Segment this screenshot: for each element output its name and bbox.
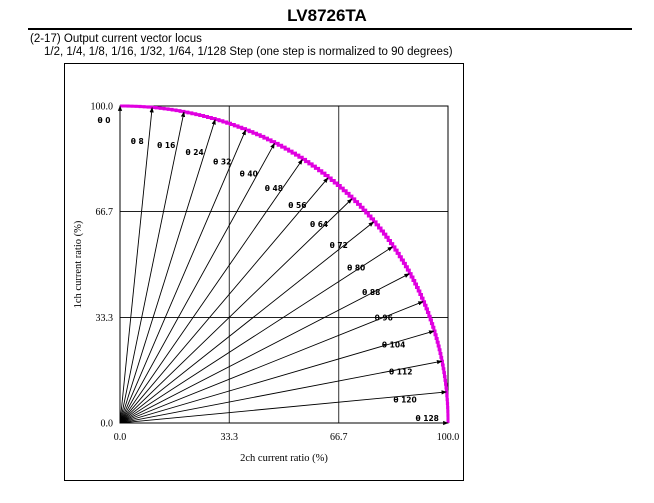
vector-angle-label: θ 40 [240,170,258,179]
y-tick-label: 33.3 [96,313,114,324]
vector-arrow [119,107,154,424]
vector-arrow [119,159,303,424]
y-tick-label: 100.0 [91,102,114,113]
vector-arrow [119,330,435,424]
vector-arrow [119,246,394,424]
vector-arrow [119,119,216,424]
chart-frame: 0.0 33.3 66.7 100.0 0.0 33.3 66.7 100.0 2ch curr… [64,63,464,481]
title-rule [28,28,632,30]
vector-angle-label: θ 128 [415,414,438,423]
vector-angle-label: θ 32 [213,157,231,166]
vector-angle-label: θ 0 [98,116,111,125]
vector-angle-label: θ 112 [389,368,412,377]
x-axis-title: 2ch current ratio (%) [240,453,328,464]
vector-arrow [119,301,424,424]
vector-angle-label: θ 8 [131,137,144,146]
vector-arrow [119,273,410,424]
vector-locus-chart: 0.0 33.3 66.7 100.0 0.0 33.3 66.7 100.0 2ch curr… [73,102,460,465]
vector-arrow [119,390,447,424]
x-tick-label: 100.0 [437,432,460,443]
vector-angle-label: θ 24 [186,148,204,157]
vector-arrow [119,142,275,424]
section-subtitle: 1/2, 1/4, 1/8, 1/16, 1/32, 1/64, 1/128 S… [44,46,453,58]
vector-angle-label: θ 72 [330,241,348,250]
vector-arrow [119,177,329,424]
vector-angle-label: θ 80 [347,264,365,273]
document-title: LV8726TA [287,6,367,25]
vector-angle-label: θ 16 [157,141,175,150]
vector-arrow [119,221,374,424]
y-tick-label: 0.0 [101,419,114,430]
vector-angle-label: θ 88 [362,288,380,297]
x-tick-label: 33.3 [220,432,238,443]
vector-angle-label: θ 120 [393,396,416,405]
vector-angle-label: θ 96 [375,314,393,323]
vector-arrow [119,111,186,424]
vector-arrow [119,359,443,424]
section-heading: (2-17) Output current vector locus [30,33,202,45]
x-tick-label: 0.0 [114,432,127,443]
y-tick-label: 66.7 [96,207,114,218]
vector-angle-label: θ 48 [265,184,283,193]
vector-arrow [119,198,353,424]
vector-angle-label: θ 56 [288,201,306,210]
vector-arrow [119,129,247,424]
x-tick-label: 66.7 [330,432,348,443]
vector-angle-label: θ 64 [310,220,328,229]
y-axis-title: 1ch current ratio (%) [73,220,84,308]
vector-angle-label: θ 104 [382,340,405,349]
